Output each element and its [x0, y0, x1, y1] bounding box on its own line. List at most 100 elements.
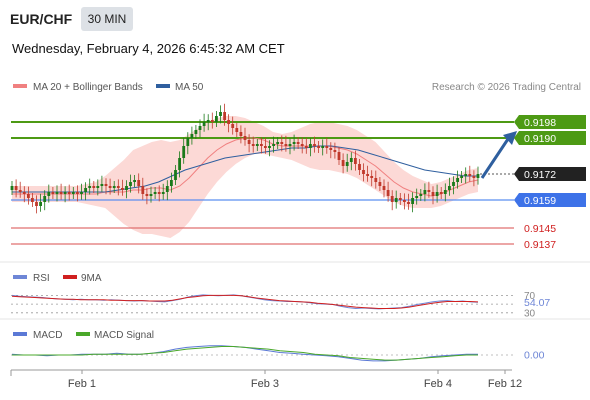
candle-body	[439, 192, 443, 194]
macd-pane: 0.00	[11, 345, 545, 362]
level-tags: 0.9198 0.9190 0.9172 0.9159 0.9145 0.9137	[514, 115, 586, 251]
candle-body	[468, 174, 472, 176]
candle-body	[431, 192, 435, 196]
candle-body	[22, 192, 26, 194]
candle-body	[427, 190, 431, 192]
candle-body	[223, 112, 226, 120]
candle-body	[423, 190, 427, 194]
rsi-legend: RSI 9MA	[13, 273, 102, 284]
candle-body	[366, 174, 369, 176]
candle-body	[403, 200, 406, 202]
candle-body	[153, 192, 157, 194]
candle-body	[280, 142, 284, 144]
level-tag-box	[514, 193, 586, 207]
candle-body	[190, 134, 194, 138]
candle-body	[325, 146, 329, 148]
candle-body	[345, 162, 349, 166]
candle-body	[452, 182, 455, 186]
macd-signal-legend-swatch	[76, 332, 90, 336]
candle-body	[317, 146, 320, 148]
rsi-legend-label: RSI	[33, 273, 50, 284]
candle-body	[411, 198, 414, 204]
level-tag-box	[514, 131, 586, 145]
candle-body	[108, 186, 112, 188]
candle-body	[448, 186, 451, 190]
candle-body	[304, 146, 308, 148]
level-tag-label: 0.9172	[524, 169, 556, 181]
price-levels	[11, 121, 514, 245]
candle-body	[10, 186, 14, 190]
candle-body	[247, 140, 251, 144]
macd-last-value: 0.00	[524, 350, 545, 362]
candle-body	[390, 196, 394, 202]
candle-body	[284, 144, 288, 146]
candle-body	[407, 202, 410, 204]
candle-body	[362, 170, 365, 174]
candle-body	[141, 186, 145, 194]
timeframe-badge[interactable]: 30 MIN	[81, 7, 133, 31]
candle-body	[92, 186, 96, 188]
candle-body	[296, 142, 300, 144]
candle-body	[121, 188, 124, 190]
candle-body	[182, 146, 186, 158]
candle-body	[476, 174, 480, 178]
candle-body	[51, 192, 55, 194]
bollinger-band	[12, 116, 478, 238]
candle-body	[39, 202, 42, 206]
forecast-arrow-shaft	[480, 138, 510, 179]
candle-body	[27, 194, 30, 198]
x-tick-label: Feb 3	[251, 378, 279, 390]
candle-body	[227, 120, 230, 124]
candle-body	[112, 186, 116, 188]
candle-body	[149, 194, 153, 196]
candle-body	[104, 184, 108, 186]
candle-body	[137, 180, 141, 186]
rsi-ma-line	[11, 294, 479, 309]
candle-body	[35, 202, 38, 206]
rsi-tick-label: 30	[524, 308, 536, 319]
candle-body	[378, 182, 382, 186]
candle-body	[47, 192, 51, 196]
candle-body	[276, 142, 280, 144]
rsi-ma-legend-swatch	[63, 275, 77, 279]
candle-body	[419, 194, 423, 196]
candle-body	[321, 146, 325, 148]
candle-body	[300, 144, 304, 146]
candle-body	[165, 186, 169, 192]
macd-signal-line	[12, 346, 478, 361]
candle-body	[43, 196, 47, 202]
candle-body	[239, 132, 243, 136]
candle-body	[170, 180, 173, 186]
candle-body	[264, 146, 267, 148]
candle-body	[186, 138, 190, 146]
candle-body	[84, 188, 87, 192]
level-tag-label: 0.9145	[524, 223, 556, 235]
candle-body	[341, 160, 345, 166]
candle-body	[464, 174, 468, 176]
pair-title: EUR/CHF	[10, 11, 73, 27]
candle-body	[415, 196, 419, 198]
candle-body	[129, 182, 132, 186]
x-tick-label: Feb 1	[68, 378, 96, 390]
candle-body	[443, 190, 447, 194]
candle-body	[329, 148, 333, 150]
candle-body	[309, 144, 312, 148]
chart-datetime: Wednesday, February 4, 2026 6:45:32 AM C…	[12, 41, 285, 56]
candle-body	[292, 142, 296, 144]
x-tick-label: Feb 12	[488, 378, 522, 390]
candle-body	[370, 176, 374, 178]
candle-body	[313, 144, 316, 146]
macd-signal-legend-label: MACD Signal	[94, 330, 154, 341]
x-tick-label: Feb 4	[424, 378, 452, 390]
macd-legend-label: MACD	[33, 330, 62, 341]
candle-body	[202, 122, 206, 126]
candle-body	[382, 186, 386, 190]
candle-body	[472, 176, 476, 178]
candle-body	[125, 186, 128, 190]
candle-body	[18, 190, 22, 192]
candle-body	[71, 192, 75, 194]
candle-body	[337, 152, 341, 160]
rsi-ma-legend-label: 9MA	[81, 273, 102, 284]
candle-body	[157, 192, 161, 194]
